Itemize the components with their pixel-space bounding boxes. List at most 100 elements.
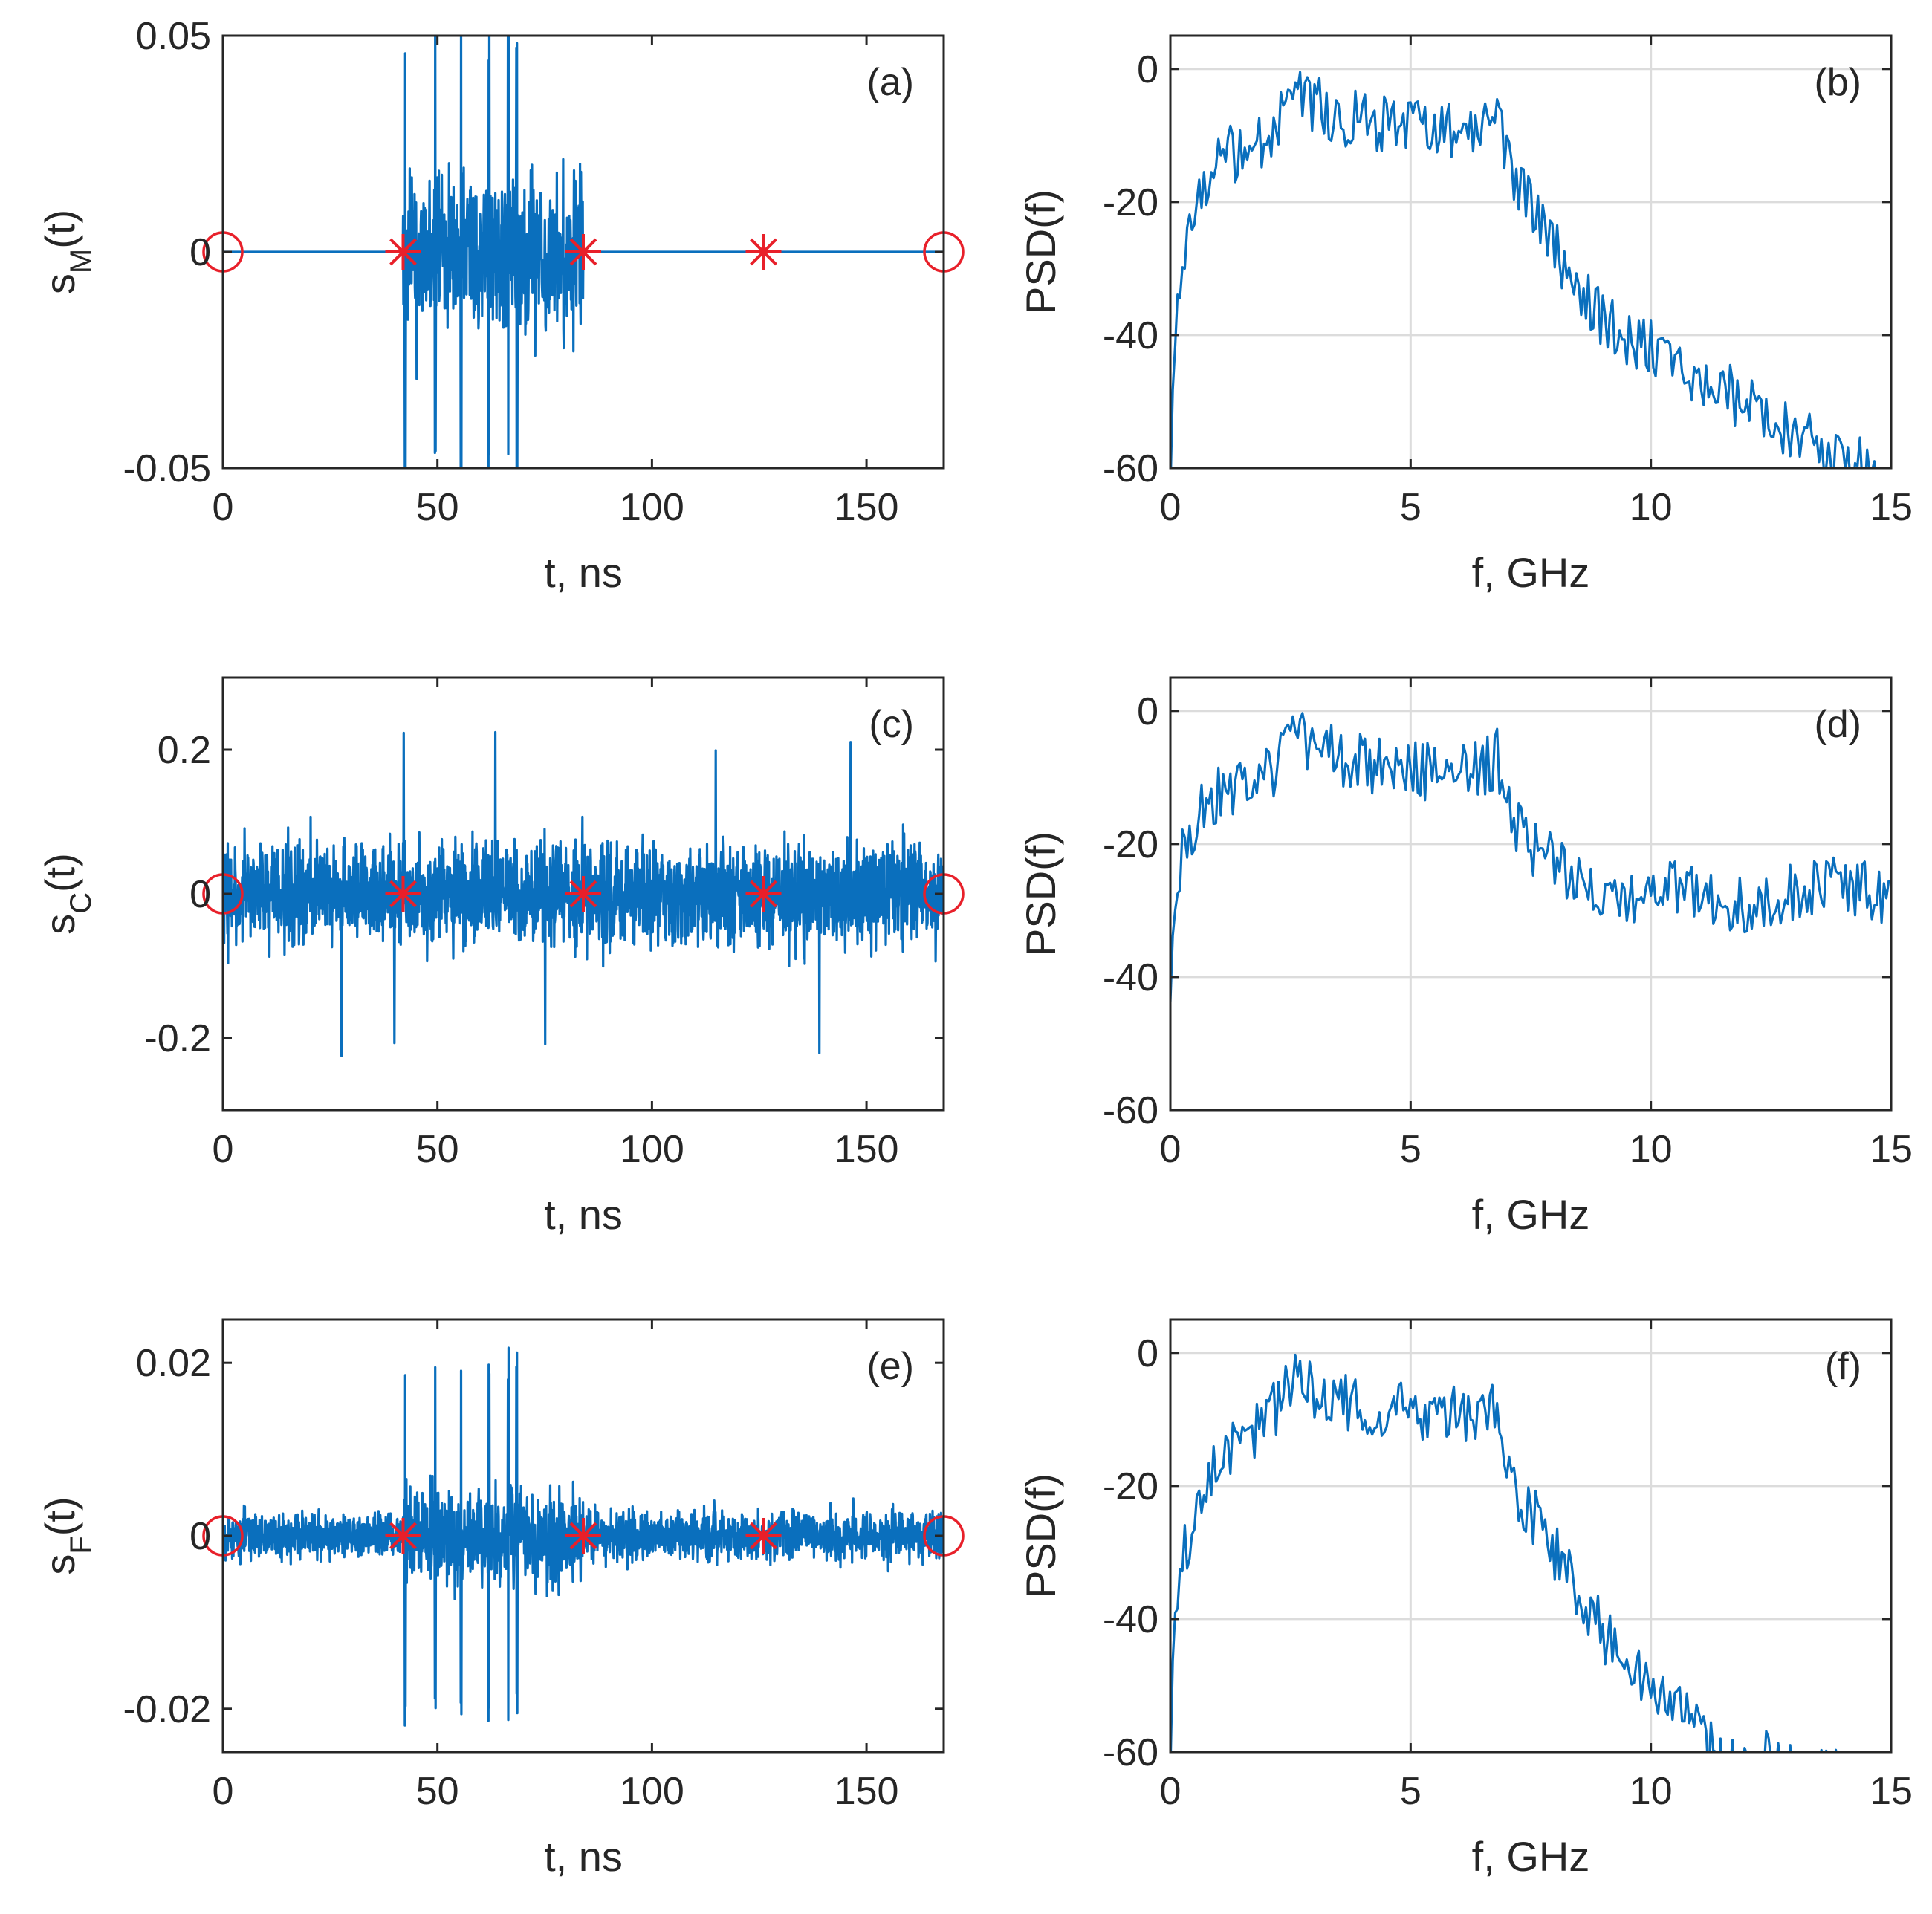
y-tick-label: -60	[1103, 447, 1158, 490]
y-tick-label: 0	[189, 873, 211, 916]
x-tick-label: 10	[1630, 1770, 1673, 1813]
marker-star-stroke	[750, 1522, 777, 1550]
x-tick-label: 50	[416, 1770, 459, 1813]
x-tick-label: 150	[834, 1128, 899, 1171]
x-tick-label: 0	[1160, 1128, 1181, 1171]
marker-star-stroke	[750, 880, 777, 908]
y-tick-label: -60	[1103, 1089, 1158, 1132]
x-tick-label: 100	[620, 486, 684, 529]
x-tick-label: 150	[834, 486, 899, 529]
y-tick-label: -40	[1103, 956, 1158, 999]
x-tick-label: 5	[1400, 486, 1422, 529]
signal-line-b	[1170, 71, 1876, 468]
panel-label: (e)	[866, 1345, 914, 1388]
x-tick-label: 0	[213, 1128, 234, 1171]
marker-star-stroke	[569, 1522, 597, 1550]
panel-label: (f)	[1825, 1345, 1861, 1388]
marker-star-e-1	[565, 1518, 601, 1554]
x-tick-label: 50	[416, 1128, 459, 1171]
panel-c: 0 50 100 150 -0.2 0 0.2 t, ns sC(t) (c)	[36, 676, 965, 1238]
y-tick-label: -40	[1103, 1598, 1158, 1641]
panel-f: 0 5 10 15 -60 -40 -20 0 f, GHz PSD(f) (f)	[1017, 1318, 1913, 1880]
x-tick-label: 5	[1400, 1128, 1422, 1171]
y-tick-label: -0.02	[123, 1688, 211, 1731]
y-tick-label: 0	[189, 231, 211, 274]
y-axis-label-main: s	[36, 1554, 83, 1575]
y-axis-label-tail: (t)	[36, 853, 83, 892]
marker-star-a-2	[745, 234, 782, 270]
panel-label: (a)	[866, 61, 914, 104]
y-tick-label: -0.2	[144, 1017, 211, 1060]
x-tick-label: 10	[1630, 486, 1673, 529]
marker-star-stroke	[750, 238, 777, 266]
y-axis-label-main: s	[36, 273, 83, 294]
y-axis-label: PSD(f)	[1017, 831, 1064, 956]
y-axis-label: PSD(f)	[1017, 189, 1064, 314]
x-tick-label: 0	[213, 1770, 234, 1813]
y-tick-label: 0	[189, 1515, 211, 1558]
signal-line-f	[1170, 1353, 1838, 1752]
panel-d: 0 5 10 15 -60 -40 -20 0 f, GHz PSD(f) (d)	[1017, 676, 1913, 1238]
x-tick-label: 100	[620, 1770, 684, 1813]
series-group-f	[1170, 1353, 1838, 1752]
x-tick-label: 15	[1870, 1770, 1913, 1813]
panel-label: (d)	[1814, 703, 1861, 746]
marker-star-c-2	[745, 876, 782, 912]
panel-b: 0 5 10 15 -60 -40 -20 0 f, GHz PSD(f) (b)	[1017, 34, 1913, 596]
y-axis-label: PSD(f)	[1017, 1473, 1064, 1598]
y-tick-label: 0.05	[136, 15, 211, 58]
axes-frame-d	[1169, 676, 1893, 1112]
signal-line-d	[1170, 712, 1891, 1002]
marker-star-a-0	[385, 234, 421, 270]
y-tick-label: -60	[1103, 1731, 1158, 1774]
y-tick-label: -20	[1103, 181, 1158, 224]
x-tick-label: 150	[834, 1770, 899, 1813]
y-tick-label: 0.02	[136, 1342, 211, 1385]
y-axis-label-main: s	[36, 914, 83, 935]
x-axis-label: t, ns	[544, 549, 623, 596]
y-tick-label: -20	[1103, 1465, 1158, 1508]
x-tick-label: 15	[1870, 1128, 1913, 1171]
marker-star-stroke	[569, 880, 597, 908]
series-group-d	[1170, 712, 1891, 1002]
axes-frame-f	[1169, 1318, 1893, 1754]
x-tick-label: 10	[1630, 1128, 1673, 1171]
x-tick-label: 5	[1400, 1770, 1422, 1813]
y-axis-label-sub: F	[65, 1536, 97, 1554]
y-tick-label: 0	[1137, 48, 1158, 91]
x-tick-label: 0	[1160, 486, 1181, 529]
x-axis-label: t, ns	[544, 1191, 623, 1238]
marker-star-stroke	[389, 880, 417, 908]
x-axis-label: t, ns	[544, 1833, 623, 1880]
y-axis-label-sub: C	[65, 892, 97, 914]
panel-label: (c)	[869, 703, 914, 746]
marker-star-e-0	[385, 1518, 421, 1554]
y-tick-label: 0	[1137, 1332, 1158, 1375]
x-axis-label: f, GHz	[1472, 1833, 1590, 1880]
x-axis-label: f, GHz	[1472, 549, 1590, 596]
y-tick-label: -40	[1103, 314, 1158, 357]
y-axis-label-tail: (t)	[36, 210, 83, 249]
marker-star-c-0	[385, 876, 421, 912]
y-axis-label: sC(t)	[36, 853, 97, 935]
x-tick-label: 50	[416, 486, 459, 529]
x-tick-label: 0	[213, 486, 234, 529]
marker-star-a-1	[565, 234, 601, 270]
x-axis-label: f, GHz	[1472, 1191, 1590, 1238]
series-group-b	[1170, 71, 1876, 468]
y-tick-label: 0.2	[158, 729, 211, 772]
marker-star-stroke	[389, 1522, 417, 1550]
y-axis-label: sM(t)	[36, 210, 97, 294]
y-tick-label: -0.05	[123, 447, 211, 490]
panel-label: (b)	[1814, 61, 1861, 104]
x-tick-label: 15	[1870, 486, 1913, 529]
x-tick-label: 0	[1160, 1770, 1181, 1813]
y-axis-label: sF(t)	[36, 1496, 97, 1574]
marker-star-c-1	[565, 876, 601, 912]
y-tick-label: 0	[1137, 690, 1158, 733]
y-tick-label: -20	[1103, 823, 1158, 866]
y-axis-label-tail: (t)	[36, 1496, 83, 1536]
